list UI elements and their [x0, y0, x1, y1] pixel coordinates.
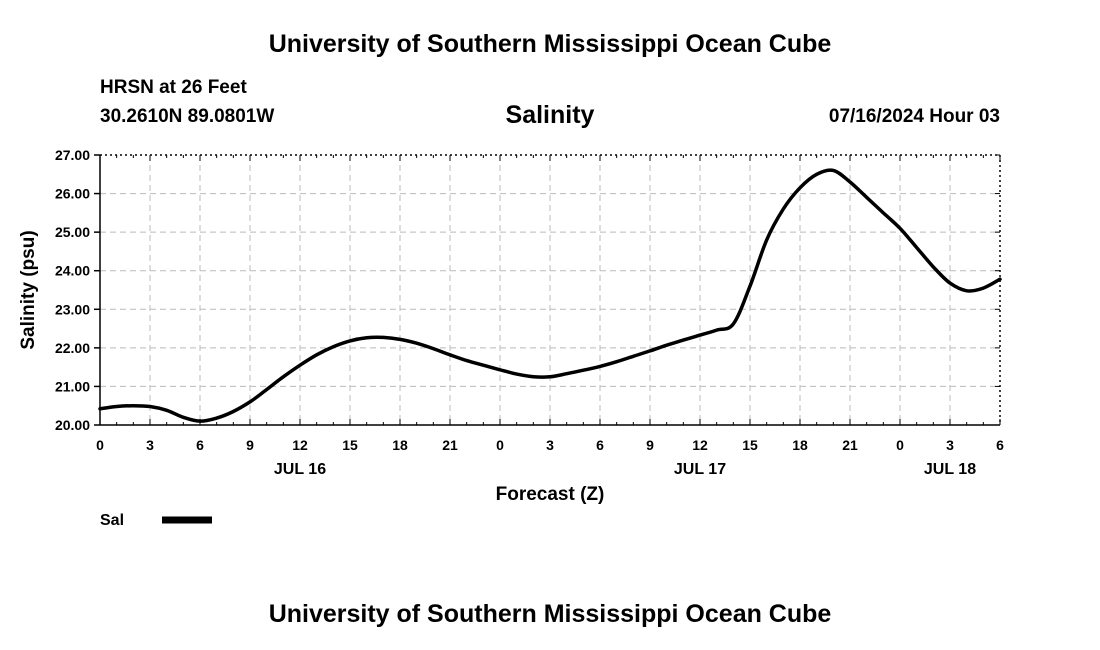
y-tick-label: 23.00	[55, 301, 90, 317]
x-tick-label: 18	[792, 437, 808, 453]
x-tick-label: 0	[896, 437, 904, 453]
x-tick-label: 18	[392, 437, 408, 453]
day-label: JUL 16	[274, 461, 326, 478]
x-tick-label: 21	[842, 437, 858, 453]
y-axis-label: Salinity (psu)	[18, 230, 39, 349]
y-tick-label: 25.00	[55, 224, 90, 240]
x-tick-label: 15	[342, 437, 358, 453]
series-line-sal	[98, 168, 1002, 423]
day-label: JUL 18	[924, 461, 976, 478]
x-tick-label: 6	[596, 437, 604, 453]
y-tick-label: 27.00	[55, 147, 90, 163]
station-coords: 30.2610N 89.0801W	[100, 106, 275, 127]
x-tick-label: 6	[996, 437, 1004, 453]
x-tick-label: 3	[146, 437, 154, 453]
legend-label: Sal	[100, 512, 124, 529]
x-tick-label: 9	[646, 437, 654, 453]
y-tick-label: 20.00	[55, 417, 90, 433]
x-tick-label: 15	[742, 437, 758, 453]
footer-title: University of Southern Mississippi Ocean…	[268, 600, 832, 628]
y-tick-label: 21.00	[55, 378, 90, 394]
x-axis-label: Forecast (Z)	[496, 484, 605, 505]
y-tick-label: 22.00	[55, 340, 90, 356]
y-tick-label: 24.00	[55, 263, 90, 279]
x-tick-label: 0	[496, 437, 504, 453]
x-tick-label: 9	[246, 437, 254, 453]
x-tick-label: 3	[546, 437, 554, 453]
day-label: JUL 17	[674, 461, 726, 478]
x-tick-label: 3	[946, 437, 954, 453]
chart-title: Salinity	[505, 101, 595, 129]
station-name: HRSN at 26 Feet	[100, 77, 247, 98]
forecast-time: 07/16/2024 Hour 03	[828, 106, 1000, 127]
x-tick-label: 6	[196, 437, 204, 453]
y-tick-label: 26.00	[55, 186, 90, 202]
x-tick-label: 12	[292, 437, 308, 453]
x-tick-label: 0	[96, 437, 104, 453]
x-tick-label: 21	[442, 437, 458, 453]
x-tick-label: 12	[692, 437, 708, 453]
page-title: University of Southern Mississippi Ocean…	[268, 30, 832, 58]
